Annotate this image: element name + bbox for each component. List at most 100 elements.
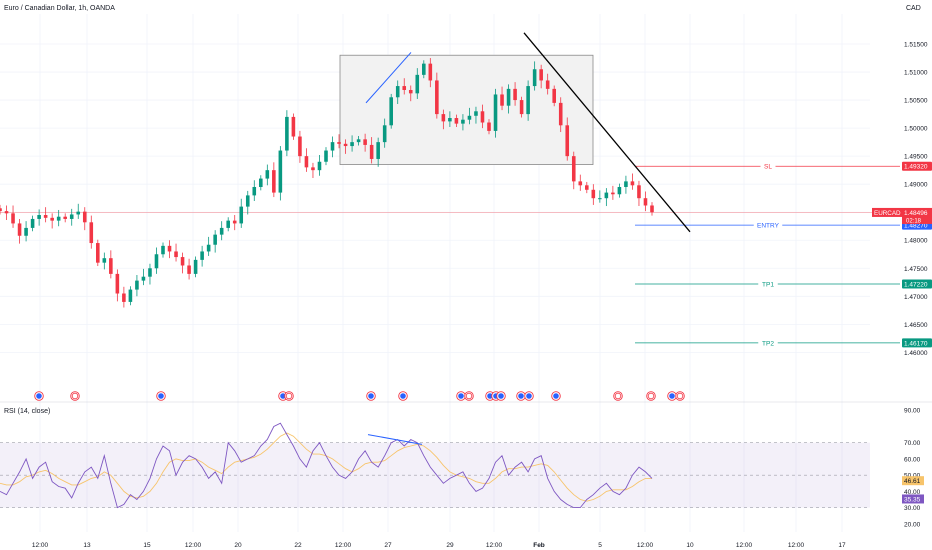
candle-body xyxy=(180,257,185,266)
event-marker-core xyxy=(614,392,622,400)
event-marker-core xyxy=(458,393,464,399)
candle-body xyxy=(526,86,530,115)
candle-body xyxy=(291,116,296,137)
rsi-ma-badge xyxy=(902,476,924,486)
candle-body xyxy=(24,227,28,236)
candle-body xyxy=(356,139,361,143)
candle-body xyxy=(363,139,367,145)
candle-body xyxy=(17,223,22,236)
candle-body xyxy=(298,136,302,157)
candle-body xyxy=(76,211,81,215)
candle-body xyxy=(513,88,517,101)
event-marker-core xyxy=(518,393,524,399)
candle-body xyxy=(558,102,563,126)
candle-body xyxy=(50,217,54,221)
candle-body xyxy=(30,218,35,228)
time-tick-label: 12:00 xyxy=(637,542,654,549)
candle-body xyxy=(376,142,380,159)
candle-body xyxy=(448,118,452,122)
candle-body xyxy=(278,150,283,193)
event-marker-core xyxy=(285,392,293,400)
divergence-rsi-line[interactable] xyxy=(367,434,423,445)
level-price-badge xyxy=(902,279,932,289)
candle-body xyxy=(591,189,596,199)
candle-body xyxy=(487,122,491,131)
candle-body xyxy=(285,116,289,151)
candle-body xyxy=(343,143,348,147)
rsi-ma-value: 46.61 xyxy=(904,478,921,485)
candle-body xyxy=(428,63,433,81)
event-marker-core xyxy=(36,393,42,399)
candle-body xyxy=(219,227,224,235)
candle-body xyxy=(245,195,250,207)
rsi-tick-label: 50.00 xyxy=(904,473,921,480)
countdown-text: 02:18 xyxy=(906,218,922,224)
price-tick-label: 1.47000 xyxy=(904,294,928,301)
candle-body xyxy=(480,111,485,123)
candle-body xyxy=(604,192,609,199)
price-tick-label: 1.51000 xyxy=(904,70,928,77)
price-tick-label: 1.50500 xyxy=(904,98,928,105)
consolidation-box[interactable] xyxy=(339,54,594,165)
candle-body xyxy=(545,80,550,89)
candle-body xyxy=(402,86,407,90)
event-markers xyxy=(34,391,685,401)
candle-body xyxy=(382,125,387,143)
level-label-bg xyxy=(758,279,778,288)
candle-body xyxy=(141,276,146,281)
event-marker-core xyxy=(368,393,374,399)
time-tick-label: 12:00 xyxy=(736,542,753,549)
price-tick-label: 1.50000 xyxy=(904,126,928,133)
price-tick-label: 1.46500 xyxy=(904,322,928,329)
candles xyxy=(0,58,654,308)
candle-body xyxy=(552,88,556,103)
event-marker-core xyxy=(487,393,493,399)
event-marker-core xyxy=(158,393,164,399)
time-tick-label: 15 xyxy=(143,542,151,549)
candle-body xyxy=(69,214,74,219)
time-tick-label: 17 xyxy=(838,542,846,549)
rsi-axis[interactable]: 90.00 70.00 60.00 50.00 40.00 30.00 20.00 xyxy=(904,408,921,529)
rsi-tick-label: 40.00 xyxy=(904,489,921,496)
level-price-badge xyxy=(902,161,932,171)
candle-body xyxy=(454,118,459,124)
price-tick-label: 1.49500 xyxy=(904,154,928,161)
price-tick-label: 1.49000 xyxy=(904,182,928,189)
candle-body xyxy=(578,181,583,186)
candle-body xyxy=(519,100,524,115)
candle-body xyxy=(324,150,328,162)
time-axis[interactable]: 12:00 13 15 12:00 20 22 12:00 27 29 12:00 Feb 5 12:0… xyxy=(32,542,846,549)
candle-body xyxy=(624,181,628,187)
event-marker-core xyxy=(669,393,675,399)
candle-body xyxy=(598,198,602,200)
rsi-tick-label: 20.00 xyxy=(904,521,921,528)
level-label-entry: ENTRY xyxy=(757,223,780,230)
symbol-text: EURCAD xyxy=(874,210,901,217)
candle-body xyxy=(369,144,374,159)
candle-body xyxy=(493,94,498,131)
price-tick-label: 1.48000 xyxy=(904,238,928,245)
divergence-price-line[interactable] xyxy=(365,52,412,104)
candle-body xyxy=(337,142,341,144)
candle-body xyxy=(395,86,400,98)
candle-body xyxy=(135,280,139,290)
resistance-trendline[interactable] xyxy=(523,32,691,233)
candle-body xyxy=(539,69,543,81)
candle-body xyxy=(154,254,159,269)
candle-body xyxy=(200,251,204,260)
event-marker-core xyxy=(676,392,684,400)
candle-body xyxy=(637,185,641,199)
candle-body xyxy=(89,222,94,244)
price-grid xyxy=(0,14,870,532)
level-price-badge xyxy=(902,338,932,348)
event-marker-core xyxy=(526,393,532,399)
time-tick-label: 12:00 xyxy=(185,542,202,549)
level-label-bg xyxy=(753,221,783,230)
time-tick-label: 10 xyxy=(686,542,694,549)
candle-body xyxy=(422,63,426,75)
price-axis[interactable]: 1.51500 1.51000 1.50500 1.50000 1.49500 1.490… xyxy=(904,42,928,357)
candle-body xyxy=(82,211,87,223)
event-marker-core xyxy=(465,392,473,400)
candle-body xyxy=(611,192,615,195)
